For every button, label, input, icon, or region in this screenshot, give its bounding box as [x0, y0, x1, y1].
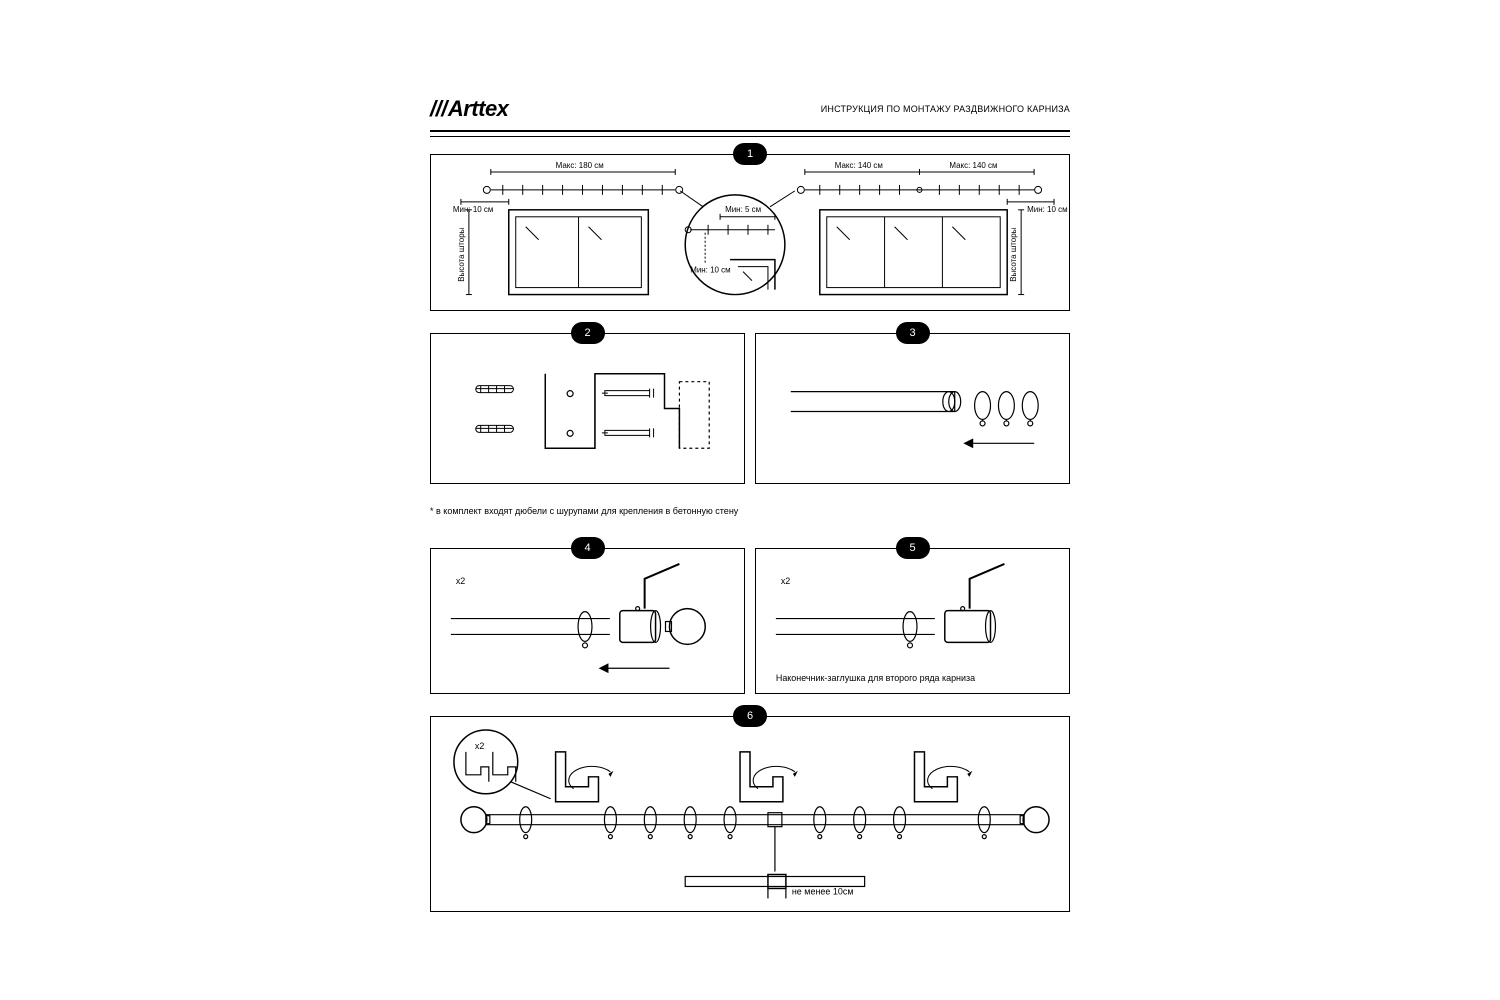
- diagram-step-2: [431, 334, 744, 483]
- row-2: 2: [430, 333, 1070, 484]
- badge-6: 6: [733, 705, 767, 727]
- dim-min10c: Мин: 10 см: [690, 266, 730, 275]
- diagram-step-3: [756, 334, 1069, 483]
- qty-4: x2: [456, 576, 465, 586]
- diagram-step-5: x2 Наконечник-заглушка для второго ряда …: [756, 549, 1069, 693]
- diagram-step-1: Макс: 180 см Макс: 140 см Макс: 140 см М…: [431, 155, 1069, 310]
- badge-3: 3: [896, 322, 930, 344]
- dim-min10a: Мин: 10 см: [453, 205, 493, 214]
- badge-1: 1: [733, 143, 767, 165]
- min-overlap: не менее 10см: [792, 886, 854, 896]
- dim-max140a: Макс: 140 см: [835, 161, 883, 170]
- dim-min10b: Мин: 10 см: [1027, 205, 1067, 214]
- row-3: 4 x2: [430, 548, 1070, 694]
- diagram-step-6: x2 не менее 10см: [431, 717, 1069, 911]
- panel-step-1: 1: [430, 154, 1070, 311]
- height-label-right: Высота шторы: [1009, 228, 1018, 282]
- qty-5: x2: [781, 576, 790, 586]
- badge-4: 4: [571, 537, 605, 559]
- panel-step-5: 5 x2 Наконечник-заглушка для второго ряд…: [755, 548, 1070, 694]
- dim-max180: Макс: 180 см: [556, 161, 604, 170]
- caption-5: Наконечник-заглушка для второго ряда кар…: [776, 673, 975, 683]
- panel-step-4: 4 x2: [430, 548, 745, 694]
- doc-title: ИНСТРУКЦИЯ ПО МОНТАЖУ РАЗДВИЖНОГО КАРНИЗ…: [821, 104, 1070, 114]
- panel-step-6: 6: [430, 716, 1070, 912]
- dim-min5: Мин: 5 см: [725, 205, 761, 214]
- panel-step-3: 3: [755, 333, 1070, 484]
- panel-step-2: 2: [430, 333, 745, 484]
- dim-max140b: Макс: 140 см: [949, 161, 997, 170]
- rule-thin: [430, 136, 1070, 137]
- diagram-step-4: x2: [431, 549, 744, 693]
- instruction-sheet: ///Arttex ИНСТРУКЦИЯ ПО МОНТАЖУ РАЗДВИЖН…: [430, 88, 1070, 913]
- logo: ///Arttex: [430, 96, 508, 122]
- header: ///Arttex ИНСТРУКЦИЯ ПО МОНТАЖУ РАЗДВИЖН…: [430, 88, 1070, 130]
- qty-6: x2: [475, 741, 484, 751]
- badge-5: 5: [896, 537, 930, 559]
- brand-name: Arttex: [448, 96, 509, 121]
- rule-thick: [430, 130, 1070, 132]
- footnote: * в комплект входят дюбели с шурупами дл…: [430, 506, 1070, 516]
- height-label-left: Высота шторы: [457, 228, 466, 282]
- badge-2: 2: [571, 322, 605, 344]
